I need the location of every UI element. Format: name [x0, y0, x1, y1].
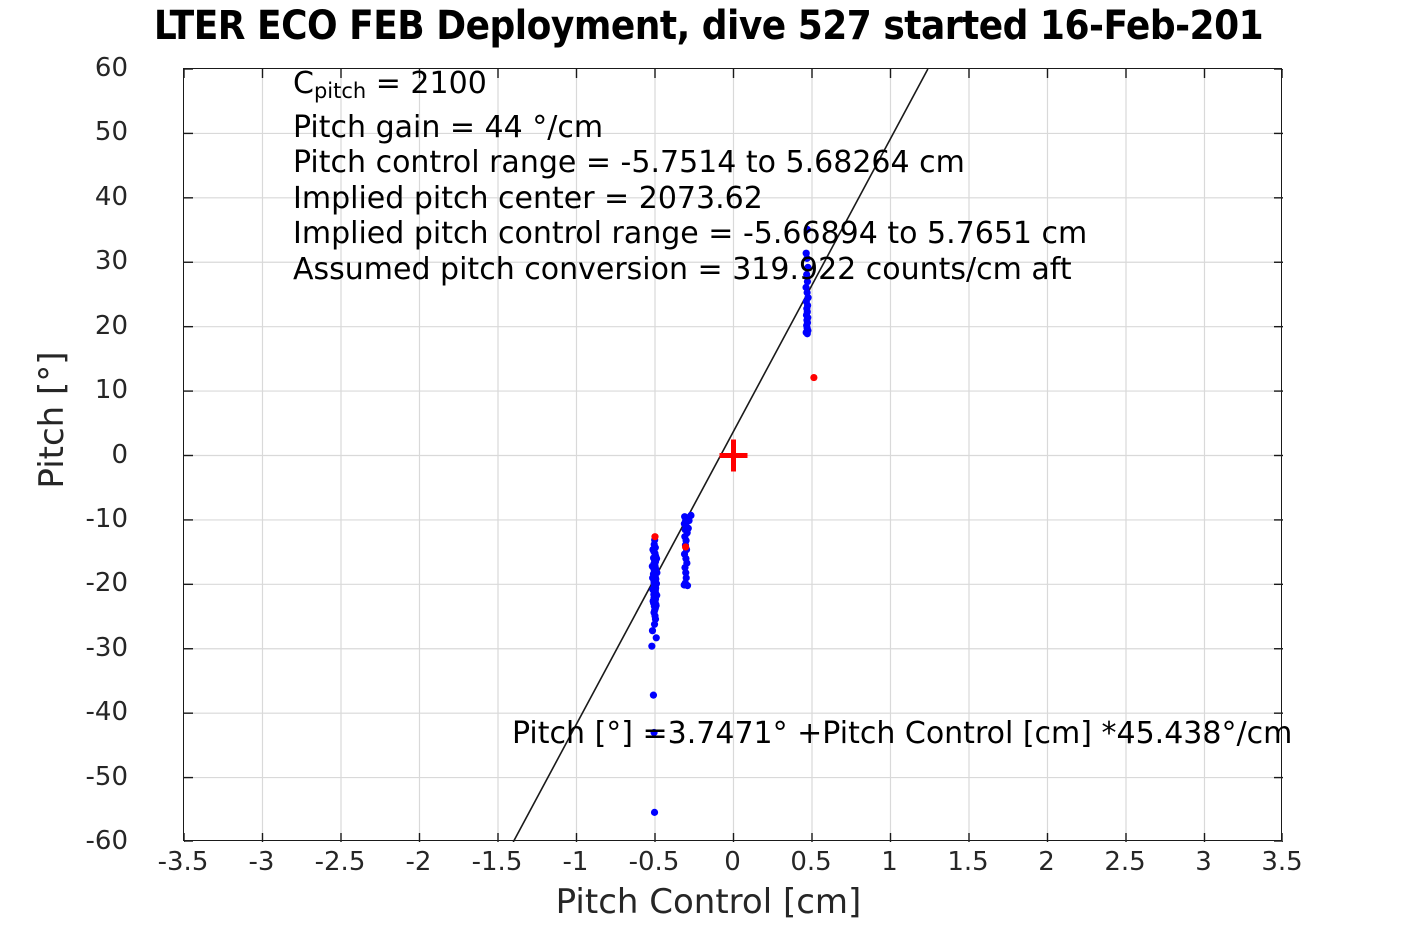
- y-tick-label: 0: [111, 439, 128, 470]
- x-tick-label: 1.5: [947, 847, 989, 877]
- y-tick-label: -10: [85, 503, 128, 534]
- x-tick-label: -2: [405, 847, 432, 877]
- tick-marks: [184, 69, 1283, 842]
- x-tick-label: -3: [248, 847, 275, 877]
- x-tick-label: -1.5: [471, 847, 523, 877]
- y-tick-label: -50: [85, 761, 128, 792]
- y-tick-label: -30: [85, 632, 128, 663]
- y-tick-label: 10: [94, 375, 128, 406]
- cpitch-symbol: C: [293, 66, 314, 101]
- x-tick-label: 2.5: [1104, 847, 1146, 877]
- x-tick-label: 3.5: [1261, 847, 1303, 877]
- x-tick-label: 0: [724, 847, 741, 877]
- x-tick-label: -3.5: [157, 847, 209, 877]
- cpitch-value: = 2100: [366, 66, 487, 101]
- x-tick-label: -1: [562, 847, 589, 877]
- x-tick-label: -2.5: [314, 847, 366, 877]
- y-tick-label: -40: [85, 697, 128, 728]
- chart-title: LTER ECO FEB Deployment, dive 527 starte…: [153, 3, 1264, 49]
- y-tick-label: 30: [94, 246, 128, 277]
- annotation-line-implied-control-range: Implied pitch control range = -5.66894 t…: [293, 216, 1088, 251]
- y-axis-label: Pitch [°]: [32, 351, 72, 489]
- annotation-line-implied-center: Implied pitch center = 2073.62: [293, 180, 763, 216]
- fit-equation-label: Pitch [°] =3.7471° +Pitch Control [cm] *…: [512, 716, 1293, 751]
- x-tick-label: 1: [881, 847, 898, 877]
- x-tick-label: -0.5: [628, 847, 680, 877]
- data-points: [648, 225, 818, 816]
- x-tick-label: 3: [1195, 847, 1212, 877]
- x-tick-label: 2: [1038, 847, 1055, 877]
- y-tick-label: 20: [94, 310, 128, 341]
- annotation-line-cpitch: Cpitch = 2100: [293, 66, 1193, 110]
- annotation-line-pitch-control-range: Pitch control range = -5.7514 to 5.68264…: [293, 145, 965, 180]
- plot-area: [183, 68, 1283, 842]
- y-tick-label: -60: [85, 826, 128, 856]
- cpitch-subscript: pitch: [313, 79, 367, 103]
- y-tick-label: -20: [85, 568, 128, 599]
- x-tick-label: 0.5: [790, 847, 832, 877]
- annotation-line-pitch-gain: Pitch gain = 44 °/cm: [293, 109, 604, 145]
- x-axis-label: Pitch Control [cm]: [555, 882, 862, 922]
- y-tick-label: 40: [94, 181, 128, 212]
- parameter-annotation-block: Cpitch = 2100 Pitch gain = 44 °/cm Pitch…: [293, 66, 1193, 287]
- annotation-line-assumed-conversion: Assumed pitch conversion = 319.922 count…: [293, 251, 1072, 287]
- center-plus-marker: [719, 439, 748, 472]
- y-tick-label: 60: [94, 53, 128, 83]
- y-tick-label: 50: [94, 117, 128, 148]
- scatter-plot-canvas: [184, 69, 1283, 842]
